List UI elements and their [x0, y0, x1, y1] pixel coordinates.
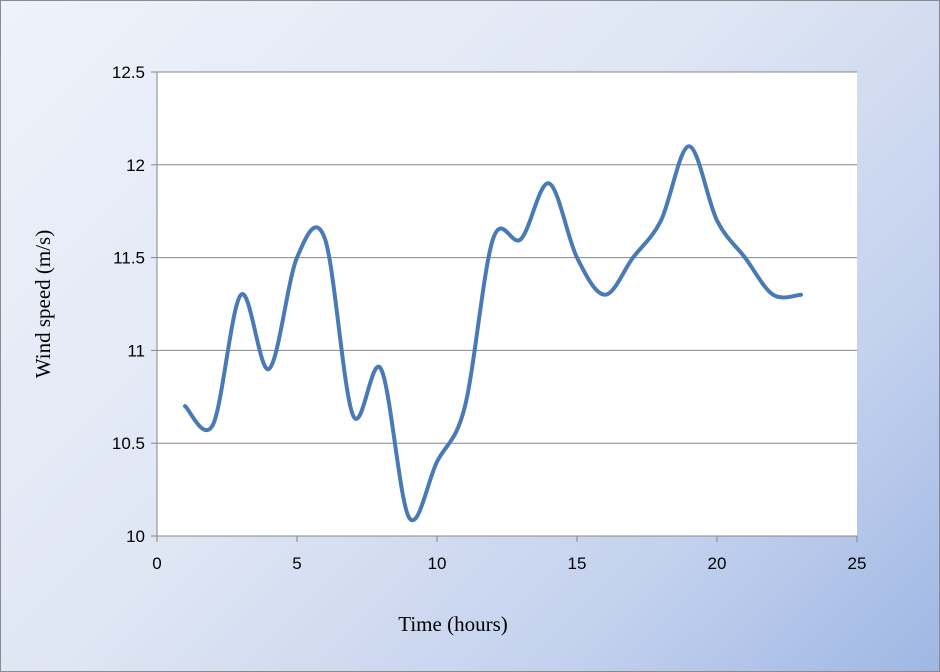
y-tick-label: 10 — [126, 527, 145, 546]
y-tick-label: 12.5 — [112, 63, 145, 82]
gridlines — [157, 71, 857, 444]
y-tick-label: 11 — [127, 341, 145, 360]
plot-area — [157, 72, 857, 536]
x-tick-label: 10 — [428, 554, 447, 573]
x-tick-labels: 0 5 10 15 20 25 — [152, 536, 866, 573]
x-axis-title: Time (hours) — [398, 612, 507, 636]
series-line — [183, 144, 803, 523]
x-tick-label: 20 — [708, 554, 727, 573]
x-tick-label: 25 — [848, 554, 867, 573]
y-axis-title: Wind speed (m/s) — [31, 230, 55, 378]
y-tick-labels: 10 10.5 11 11.5 12 12.5 — [112, 63, 157, 546]
x-tick-label: 5 — [292, 554, 301, 573]
y-tick-label: 11.5 — [113, 249, 145, 268]
x-tick-label: 0 — [152, 554, 161, 573]
x-tick-label: 15 — [568, 554, 587, 573]
y-tick-label: 12 — [126, 156, 145, 175]
axes — [156, 72, 857, 537]
y-tick-label: 10.5 — [112, 434, 145, 453]
